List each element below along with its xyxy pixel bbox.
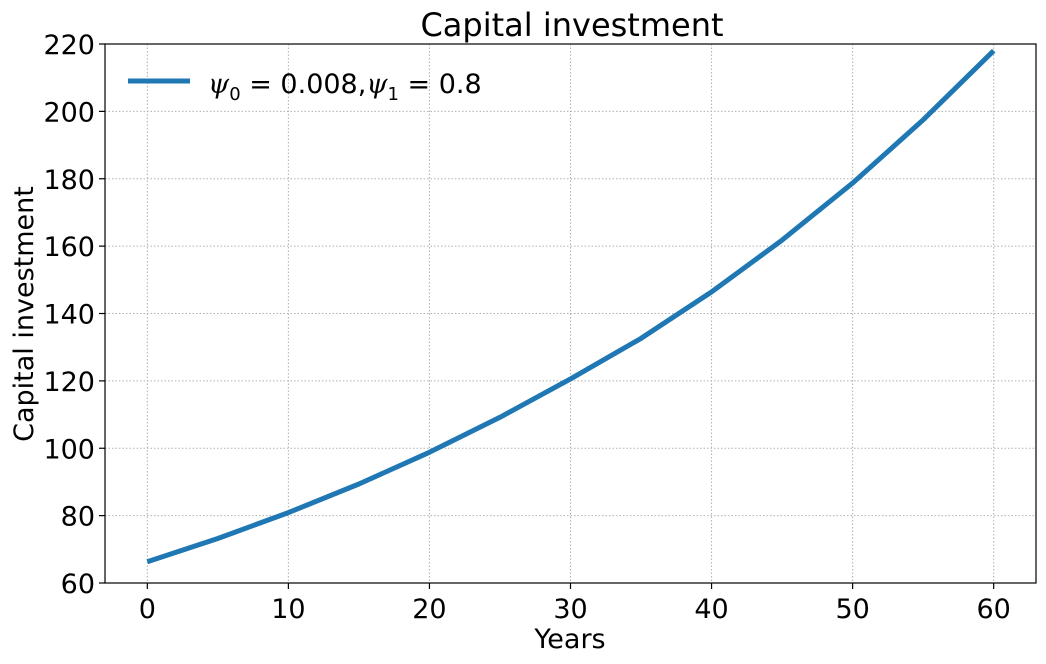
y-tick-label: 220 bbox=[43, 30, 95, 61]
x-tick-label: 20 bbox=[412, 594, 446, 625]
y-tick-label: 120 bbox=[43, 367, 95, 398]
y-tick-label: 140 bbox=[43, 300, 95, 331]
x-tick-label: 40 bbox=[694, 594, 728, 625]
x-tick-label: 60 bbox=[977, 594, 1011, 625]
y-tick-label: 80 bbox=[61, 502, 95, 533]
y-axis-label: Capital investment bbox=[9, 186, 40, 442]
x-tick-label: 0 bbox=[139, 594, 156, 625]
y-tick-label: 180 bbox=[43, 165, 95, 196]
x-axis: 0 10 20 30 40 50 60 bbox=[139, 583, 1011, 625]
y-tick-label: 200 bbox=[43, 97, 95, 128]
y-axis: 60 80 100 120 140 160 180 200 220 bbox=[43, 30, 105, 600]
x-axis-label: Years bbox=[533, 624, 605, 655]
legend: ψ0 = 0.008,ψ1 = 0.8 bbox=[128, 69, 482, 105]
y-tick-label: 100 bbox=[43, 434, 95, 465]
y-tick-label: 160 bbox=[43, 232, 95, 263]
chart-title: Capital investment bbox=[420, 6, 723, 44]
grid bbox=[105, 43, 1036, 584]
series-line bbox=[146, 48, 996, 565]
x-tick-label: 50 bbox=[835, 594, 869, 625]
legend-label: ψ0 = 0.008,ψ1 = 0.8 bbox=[208, 69, 482, 105]
series-layer bbox=[146, 48, 996, 565]
y-tick-label: 60 bbox=[61, 569, 95, 600]
x-tick-label: 10 bbox=[271, 594, 305, 625]
x-tick-label: 30 bbox=[553, 594, 587, 625]
